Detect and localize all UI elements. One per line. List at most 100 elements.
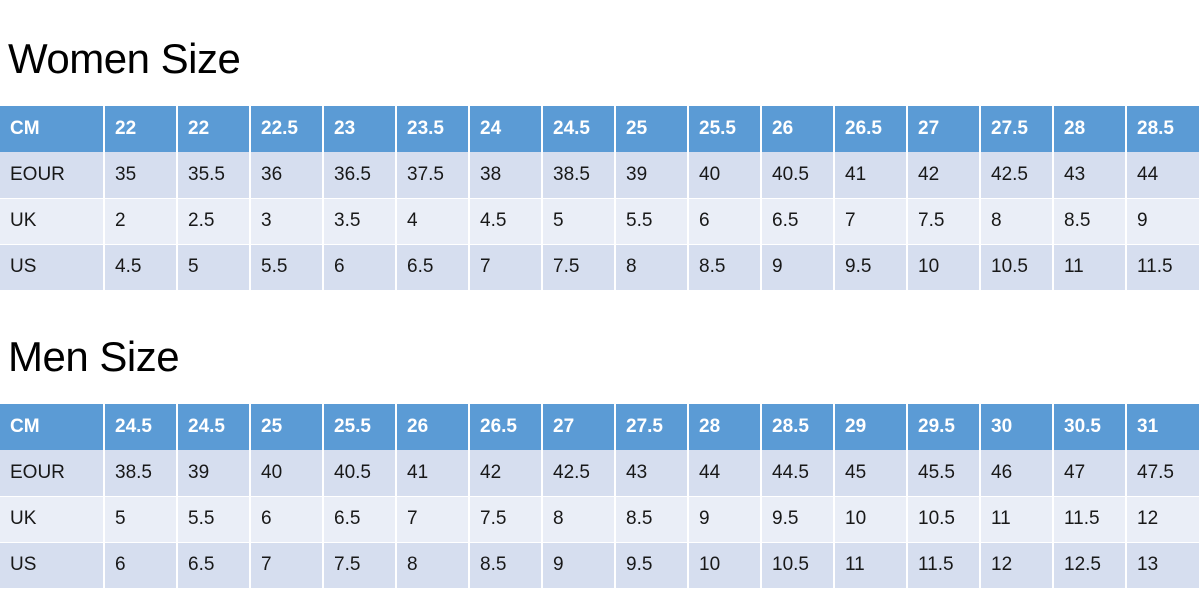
men-size-cell: 11 (980, 496, 1054, 543)
women-size-cell: 6 (688, 198, 762, 245)
women-header-row: CM 22 22 22.5 23 23.5 24 24.5 25 25.5 26 26.5 27 27.5… (0, 106, 1199, 152)
women-header-cm-cell: 26 (761, 106, 835, 152)
men-table-row: UK 5 5.5 6 6.5 7 7.5 8 8.5 9 9.5 10 10.5 11 11.5 12 (0, 496, 1199, 543)
men-size-cell: 6.5 (323, 496, 397, 543)
women-size-cell: 5.5 (615, 198, 689, 245)
women-header-cm-cell: 25.5 (688, 106, 762, 152)
women-size-cell: 8.5 (1053, 198, 1127, 245)
women-table-row: EOUR 35 35.5 36 36.5 37.5 38 38.5 39 40 40.5 41 42 42… (0, 152, 1199, 199)
men-size-cell: 9 (542, 542, 616, 589)
men-size-cell: 10 (688, 542, 762, 589)
women-size-cell: 38.5 (542, 152, 616, 199)
women-header-cm-cell: 24 (469, 106, 543, 152)
men-header-row: CM 24.5 24.5 25 25.5 26 26.5 27 27.5 28 28.5 29 29.5… (0, 404, 1199, 450)
men-size-cell: 43 (615, 450, 689, 497)
men-table-row: US 6 6.5 7 7.5 8 8.5 9 9.5 10 10.5 11 11.5 12 12.5 13 (0, 542, 1199, 589)
men-header-cm-cell: 25 (250, 404, 324, 450)
women-header-cm-cell: 27.5 (980, 106, 1054, 152)
men-header-cm-cell: 26 (396, 404, 470, 450)
men-size-cell: 6 (104, 542, 178, 589)
men-size-cell: 41 (396, 450, 470, 497)
women-header-cm-cell: 28.5 (1126, 106, 1199, 152)
men-size-cell: 44 (688, 450, 762, 497)
men-size-heading: Men Size (8, 333, 180, 381)
women-size-cell: 39 (615, 152, 689, 199)
women-header-cm-cell: 26.5 (834, 106, 908, 152)
men-size-cell: 7.5 (323, 542, 397, 589)
women-table-head: CM 22 22 22.5 23 23.5 24 24.5 25 25.5 26 26.5 27 27.5… (0, 106, 1199, 152)
women-size-cell: 37.5 (396, 152, 470, 199)
men-size-cell: 5.5 (177, 496, 251, 543)
men-size-cell: 12 (1126, 496, 1199, 543)
men-size-cell: 11 (834, 542, 908, 589)
men-header-cm-cell: 26.5 (469, 404, 543, 450)
women-size-cell: 38 (469, 152, 543, 199)
women-size-cell: 7 (834, 198, 908, 245)
men-table-head: CM 24.5 24.5 25 25.5 26 26.5 27 27.5 28 28.5 29 29.5… (0, 404, 1199, 450)
women-size-cell: 11 (1053, 244, 1127, 291)
women-table-body: EOUR 35 35.5 36 36.5 37.5 38 38.5 39 40 40.5 41 42 42… (0, 152, 1199, 291)
men-size-cell: 11.5 (1053, 496, 1127, 543)
women-header-cm-cell: 24.5 (542, 106, 616, 152)
women-size-cell: 7.5 (907, 198, 981, 245)
women-size-cell: 4 (396, 198, 470, 245)
men-header-cm-cell: 29.5 (907, 404, 981, 450)
women-size-cell: 5.5 (250, 244, 324, 291)
men-table-row: EOUR 38.5 39 40 40.5 41 42 42.5 43 44 44.5 45 45.5 46… (0, 450, 1199, 497)
women-row-label: US (0, 244, 105, 291)
women-size-cell: 8 (980, 198, 1054, 245)
women-size-cell: 3 (250, 198, 324, 245)
women-size-cell: 5 (177, 244, 251, 291)
women-size-cell: 44 (1126, 152, 1199, 199)
men-size-cell: 6.5 (177, 542, 251, 589)
men-size-cell: 40.5 (323, 450, 397, 497)
women-size-table: CM 22 22 22.5 23 23.5 24 24.5 25 25.5 26 26.5 27 27.5… (0, 106, 1199, 291)
women-table-row: US 4.5 5 5.5 6 6.5 7 7.5 8 8.5 9 9.5 10 10.5 11 11.5 (0, 244, 1199, 291)
men-header-cm-cell: 28 (688, 404, 762, 450)
women-size-cell: 5 (542, 198, 616, 245)
men-size-cell: 45.5 (907, 450, 981, 497)
women-size-cell: 41 (834, 152, 908, 199)
men-header-cm-cell: 28.5 (761, 404, 835, 450)
men-header-cm-cell: 31 (1126, 404, 1199, 450)
men-header-cm-cell: 25.5 (323, 404, 397, 450)
women-size-cell: 7.5 (542, 244, 616, 291)
men-header-cm-cell: 24.5 (104, 404, 178, 450)
women-size-cell: 43 (1053, 152, 1127, 199)
women-size-cell: 40.5 (761, 152, 835, 199)
women-size-cell: 8.5 (688, 244, 762, 291)
men-row-label: UK (0, 496, 105, 543)
men-size-table: CM 24.5 24.5 25 25.5 26 26.5 27 27.5 28 28.5 29 29.5… (0, 404, 1199, 589)
men-size-cell: 13 (1126, 542, 1199, 589)
men-size-cell: 9.5 (615, 542, 689, 589)
men-size-cell: 47.5 (1126, 450, 1199, 497)
women-size-cell: 35 (104, 152, 178, 199)
men-size-cell: 8 (396, 542, 470, 589)
men-size-cell: 8 (542, 496, 616, 543)
women-size-cell: 9.5 (834, 244, 908, 291)
women-size-cell: 10 (907, 244, 981, 291)
men-size-cell: 10.5 (907, 496, 981, 543)
women-size-cell: 6.5 (396, 244, 470, 291)
men-size-cell: 12.5 (1053, 542, 1127, 589)
men-size-cell: 7 (250, 542, 324, 589)
women-size-cell: 7 (469, 244, 543, 291)
women-size-cell: 36 (250, 152, 324, 199)
women-size-cell: 6 (323, 244, 397, 291)
men-size-cell: 7 (396, 496, 470, 543)
women-size-cell: 11.5 (1126, 244, 1199, 291)
women-size-heading: Women Size (8, 35, 241, 83)
women-size-cell: 42 (907, 152, 981, 199)
women-header-cm-cell: 28 (1053, 106, 1127, 152)
women-header-cm-cell: 22 (104, 106, 178, 152)
women-size-cell: 4.5 (104, 244, 178, 291)
men-header-unit-cell: CM (0, 404, 105, 450)
men-row-label: EOUR (0, 450, 105, 497)
women-size-cell: 9 (761, 244, 835, 291)
women-size-cell: 42.5 (980, 152, 1054, 199)
women-header-cm-cell: 22.5 (250, 106, 324, 152)
women-size-cell: 2.5 (177, 198, 251, 245)
men-row-label: US (0, 542, 105, 589)
men-size-cell: 9.5 (761, 496, 835, 543)
